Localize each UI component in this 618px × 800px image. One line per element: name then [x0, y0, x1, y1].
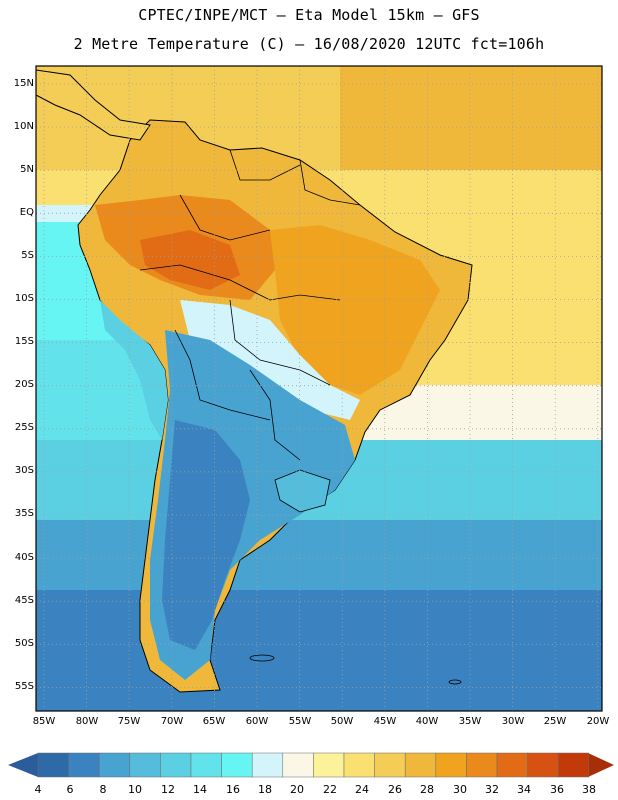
ocean-band-blue-mid	[36, 520, 602, 590]
lon-label: 45W	[373, 716, 397, 727]
legend-swatch	[496, 752, 528, 778]
legend-swatch	[160, 752, 192, 778]
lon-label: 25W	[543, 716, 567, 727]
lon-label: 70W	[160, 716, 184, 727]
legend-swatch	[466, 752, 498, 778]
lat-label: 25S	[14, 422, 34, 433]
zone-andes-cool	[100, 300, 168, 440]
lat-label: 10S	[14, 293, 34, 304]
legend-label: 30	[453, 783, 467, 796]
lat-label: 40S	[14, 552, 34, 563]
lon-label: 20W	[586, 716, 610, 727]
legend-swatch	[557, 752, 590, 778]
legend-label: 18	[258, 783, 272, 796]
legend-swatch	[221, 752, 253, 778]
lon-label: 60W	[245, 716, 269, 727]
legend-arrow-under	[8, 753, 38, 777]
lat-label: 5N	[20, 164, 34, 175]
lat-label: 30S	[14, 465, 34, 476]
lon-label: 40W	[415, 716, 439, 727]
lat-label: 5S	[21, 250, 34, 261]
lat-label: 10N	[13, 121, 34, 132]
lon-label: 55W	[288, 716, 312, 727]
legend-label: 10	[128, 783, 142, 796]
legend-swatch	[190, 752, 222, 778]
country-borders	[139, 149, 361, 461]
legend-swatch	[313, 752, 345, 778]
lat-label: 45S	[14, 595, 34, 606]
legend-label: 28	[420, 783, 434, 796]
legend-swatch	[435, 752, 467, 778]
legend-label: 22	[323, 783, 337, 796]
legend-swatch	[404, 752, 437, 778]
lat-label: 55S	[14, 681, 34, 692]
lon-label: 50W	[330, 716, 354, 727]
chart-title-line1: CPTEC/INPE/MCT – Eta Model 15km – GFS	[138, 6, 480, 24]
lon-label: 75W	[117, 716, 141, 727]
legend-label: 4	[34, 783, 42, 796]
legend-swatch	[129, 752, 161, 778]
lat-label: EQ	[19, 207, 34, 218]
legend-label: 6	[66, 783, 74, 796]
lat-label: 50S	[14, 638, 34, 649]
legend-label: 24	[355, 783, 369, 796]
lon-label: 30W	[501, 716, 525, 727]
legend-label: 16	[226, 783, 240, 796]
zone-brazil-east	[270, 225, 440, 395]
legend-swatch	[98, 752, 131, 778]
zone-patagonia-cold	[162, 420, 250, 650]
legend-swatch	[374, 752, 406, 778]
land-central-america	[36, 69, 151, 141]
chart-title-line2: 2 Metre Temperature (C) – 16/08/2020 12U…	[73, 35, 545, 53]
legend-label: 14	[193, 783, 207, 796]
lon-label: 35W	[458, 716, 482, 727]
lon-label: 65W	[202, 716, 226, 727]
legend-label: 20	[290, 783, 304, 796]
legend-swatch	[251, 752, 284, 778]
lat-label: 15N	[13, 78, 34, 89]
legend-label: 36	[550, 783, 564, 796]
map-frame	[35, 65, 603, 712]
legend-swatch	[343, 752, 375, 778]
legend-swatch	[527, 752, 559, 778]
legend-arrow-over	[588, 753, 614, 777]
color-legend-bar	[8, 752, 614, 778]
legend-label: 12	[161, 783, 175, 796]
legend-swatch	[282, 752, 314, 778]
ocean-band-blue-south	[36, 590, 602, 711]
legend-label: 32	[485, 783, 499, 796]
lat-label: 20S	[14, 379, 34, 390]
legend-swatch	[68, 752, 100, 778]
legend-label: 34	[517, 783, 531, 796]
lon-label: 80W	[75, 716, 99, 727]
legend-label: 26	[388, 783, 402, 796]
legend-label: 8	[99, 783, 107, 796]
zone-amazon-core	[140, 230, 240, 290]
small-islands	[249, 654, 462, 685]
lon-label: 85W	[32, 716, 56, 727]
temperature-map	[35, 65, 603, 712]
legend-label: 38	[582, 783, 596, 796]
lat-label: 15S	[14, 336, 34, 347]
legend-swatch	[37, 752, 69, 778]
zone-transition-pale	[180, 300, 360, 420]
lat-label: 35S	[14, 508, 34, 519]
